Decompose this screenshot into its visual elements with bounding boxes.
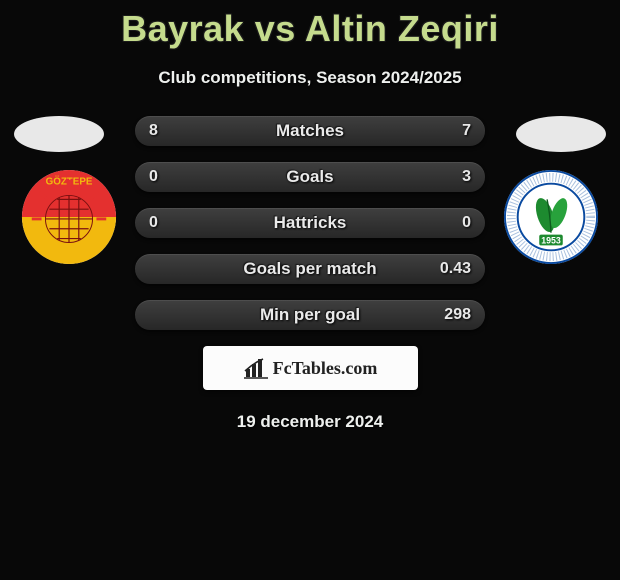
- bar-right-value: 298: [444, 300, 471, 330]
- bar-right-value: 7: [462, 116, 471, 146]
- bar-label: Hattricks: [135, 208, 485, 238]
- watermark-logo: FcTables.com: [203, 346, 418, 390]
- watermark-text: FcTables.com: [273, 358, 378, 379]
- bar-label: Min per goal: [135, 300, 485, 330]
- page-title: Bayrak vs Altin Zeqiri: [0, 0, 620, 50]
- bar-label: Matches: [135, 116, 485, 146]
- bar-label: Goals per match: [135, 254, 485, 284]
- bar-chart-icon: [243, 357, 269, 379]
- bar-label: Goals: [135, 162, 485, 192]
- bar-right-value: 0: [462, 208, 471, 238]
- bar-right-value: 0.43: [440, 254, 471, 284]
- club-right-badge: 1953: [502, 168, 600, 266]
- subtitle: Club competitions, Season 2024/2025: [0, 68, 620, 88]
- player-right-avatar: [516, 116, 606, 152]
- bar-right-value: 3: [462, 162, 471, 192]
- bar-min-per-goal: Min per goal 298: [135, 300, 485, 330]
- svg-text:1953: 1953: [541, 235, 561, 245]
- bar-matches: 8 Matches 7: [135, 116, 485, 146]
- date-text: 19 december 2024: [0, 412, 620, 432]
- bar-hattricks: 0 Hattricks 0: [135, 208, 485, 238]
- stat-bars: 8 Matches 7 0 Goals 3 0 Hattricks 0 Goal…: [135, 116, 485, 330]
- club-left-badge: GÖZTEPE: [20, 168, 118, 266]
- comparison-panel: GÖZTEPE 1953: [0, 116, 620, 432]
- bar-goals-per-match: Goals per match 0.43: [135, 254, 485, 284]
- player-left-avatar: [14, 116, 104, 152]
- bar-goals: 0 Goals 3: [135, 162, 485, 192]
